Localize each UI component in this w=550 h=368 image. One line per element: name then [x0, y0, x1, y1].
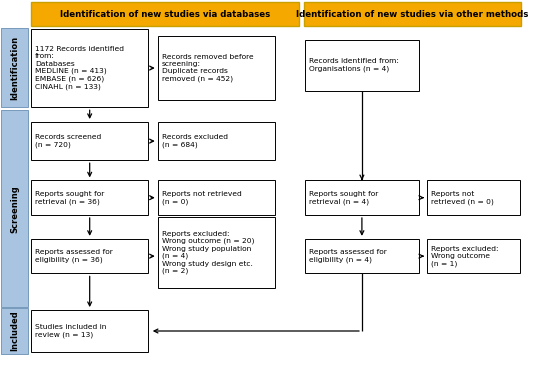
FancyBboxPatch shape [304, 3, 521, 26]
FancyBboxPatch shape [158, 180, 275, 215]
FancyBboxPatch shape [31, 29, 148, 107]
Text: Records removed before
screening:
Duplicate records
removed (n = 452): Records removed before screening: Duplic… [162, 54, 254, 82]
Text: Included: Included [10, 311, 19, 351]
Text: Records excluded
(n = 684): Records excluded (n = 684) [162, 134, 228, 148]
Text: Records identified from:
Organisations (n = 4): Records identified from: Organisations (… [309, 59, 399, 72]
Text: Reports assessed for
eligibility (n = 36): Reports assessed for eligibility (n = 36… [35, 249, 113, 263]
Text: Screening: Screening [10, 185, 19, 233]
Text: Reports sought for
retrieval (n = 4): Reports sought for retrieval (n = 4) [309, 191, 378, 205]
FancyBboxPatch shape [158, 122, 275, 160]
FancyBboxPatch shape [31, 122, 148, 160]
FancyBboxPatch shape [2, 110, 29, 307]
FancyBboxPatch shape [31, 3, 299, 26]
FancyBboxPatch shape [305, 40, 419, 91]
Text: Reports not retrieved
(n = 0): Reports not retrieved (n = 0) [162, 191, 241, 205]
Text: Identification of new studies via other methods: Identification of new studies via other … [296, 10, 529, 19]
Text: Studies included in
review (n = 13): Studies included in review (n = 13) [35, 324, 107, 338]
FancyBboxPatch shape [31, 180, 148, 215]
FancyBboxPatch shape [2, 308, 29, 354]
FancyBboxPatch shape [305, 180, 419, 215]
FancyBboxPatch shape [158, 36, 275, 100]
Text: Reports sought for
retrieval (n = 36): Reports sought for retrieval (n = 36) [35, 191, 104, 205]
FancyBboxPatch shape [158, 217, 275, 288]
Text: Records screened
(n = 720): Records screened (n = 720) [35, 134, 102, 148]
FancyBboxPatch shape [31, 239, 148, 273]
FancyBboxPatch shape [31, 310, 148, 352]
Text: Identification: Identification [10, 36, 19, 100]
FancyBboxPatch shape [305, 239, 419, 273]
Text: Identification of new studies via databases: Identification of new studies via databa… [60, 10, 271, 19]
Text: Reports excluded:
Wrong outcome (n = 20)
Wrong study population
(n = 4)
Wrong st: Reports excluded: Wrong outcome (n = 20)… [162, 231, 254, 275]
Text: Reports not
retrieved (n = 0): Reports not retrieved (n = 0) [431, 191, 494, 205]
FancyBboxPatch shape [427, 180, 520, 215]
Text: 1172 Records identified
from:
Databases
MEDLINE (n = 413)
EMBASE (n = 626)
CINAH: 1172 Records identified from: Databases … [35, 46, 124, 90]
FancyBboxPatch shape [427, 239, 520, 273]
FancyBboxPatch shape [2, 28, 29, 107]
Text: Reports assessed for
eligibility (n = 4): Reports assessed for eligibility (n = 4) [309, 249, 387, 263]
Text: Reports excluded:
Wrong outcome
(n = 1): Reports excluded: Wrong outcome (n = 1) [431, 245, 499, 267]
